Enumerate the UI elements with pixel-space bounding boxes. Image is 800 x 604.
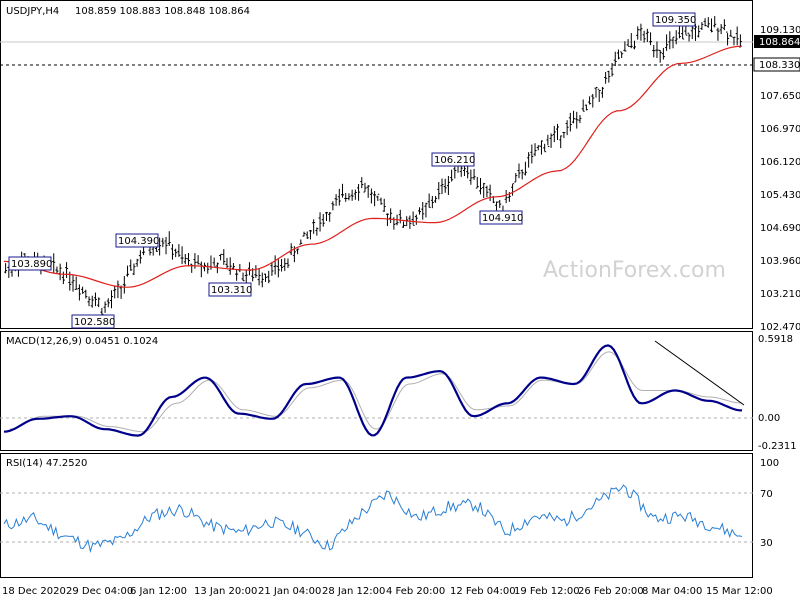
x-tick: 8 Mar 04:00: [642, 586, 702, 597]
watermark: ActionForex.com: [543, 258, 726, 283]
x-tick: 29 Dec 04:00: [66, 586, 133, 597]
annotation-102580: 102.580: [74, 317, 115, 328]
rsi-tick-100: 100: [760, 458, 779, 469]
dashed-level-label: 108.330: [759, 60, 800, 71]
price-tick: 106.970: [760, 124, 800, 135]
x-tick: 26 Feb 20:00: [578, 586, 644, 597]
price-tick: 103.960: [760, 256, 800, 267]
price-annotations: 103.890 102.580 104.390 103.310 106.210 …: [8, 12, 696, 329]
macd-top-tick: 0.5918: [758, 334, 793, 345]
x-tick: 19 Feb 12:00: [514, 586, 580, 597]
price-tick: 107.650: [760, 91, 800, 102]
price-panel-frame: [0, 0, 753, 329]
dashed-level-box: [753, 57, 800, 72]
macd-bottom-tick: -0.2311: [758, 441, 797, 452]
annotation-109350: 109.350: [655, 15, 696, 26]
macd-panel-frame: [0, 331, 753, 451]
annotation-104390: 104.390: [118, 236, 159, 247]
price-candles: [4, 16, 742, 315]
symbol-label: USDJPY,H4: [6, 6, 59, 17]
x-tick: 6 Jan 12:00: [130, 586, 187, 597]
annotation-box: [115, 233, 159, 248]
time-x-axis: 18 Dec 2020 29 Dec 04:00 6 Jan 12:00 13 …: [2, 586, 773, 597]
current-price-box: [754, 35, 800, 48]
price-tick: 109.130: [760, 25, 800, 36]
ohlc-readout: 108.859 108.883 108.848 108.864: [75, 6, 250, 17]
macd-label: MACD(12,26,9) 0.0451 0.1024: [6, 336, 158, 347]
price-tick: 103.210: [760, 289, 800, 300]
macd-zero-tick: 0.00: [758, 413, 780, 424]
annotation-box: [652, 12, 696, 27]
annotation-box: [479, 210, 523, 225]
x-tick: 13 Jan 20:00: [194, 586, 257, 597]
x-tick: 28 Jan 12:00: [322, 586, 385, 597]
annotation-106210: 106.210: [434, 155, 475, 166]
annotation-103890: 103.890: [11, 259, 52, 270]
price-tick: 102.470: [760, 322, 800, 333]
annotation-box: [431, 152, 475, 167]
price-tick: 104.690: [760, 223, 800, 234]
annotation-104910: 104.910: [482, 213, 523, 224]
macd-main-line: [3, 344, 743, 437]
annotation-box: [71, 314, 115, 329]
x-tick: 4 Feb 20:00: [386, 586, 445, 597]
annotation-box: [208, 282, 252, 297]
moving-average-line: [3, 45, 743, 288]
rsi-tick-30: 30: [760, 538, 773, 549]
price-tick: 106.120: [760, 157, 800, 168]
price-y-axis: 109.130 107.650 106.970 106.120 105.430 …: [760, 25, 800, 333]
annotation-103310: 103.310: [211, 285, 252, 296]
x-tick: 21 Jan 04:00: [258, 586, 321, 597]
macd-trendline: [654, 340, 745, 406]
x-tick: 15 Mar 12:00: [706, 586, 773, 597]
price-tick: 105.430: [760, 190, 800, 201]
x-tick: 12 Feb 04:00: [450, 586, 516, 597]
rsi-tick-70: 70: [760, 489, 773, 500]
rsi-panel-frame: [0, 453, 753, 578]
x-tick: 18 Dec 2020: [2, 586, 66, 597]
annotation-box: [8, 256, 52, 271]
rsi-label: RSI(14) 47.2520: [6, 458, 87, 469]
rsi-line: [3, 484, 743, 554]
current-price-label: 108.864: [759, 37, 800, 48]
